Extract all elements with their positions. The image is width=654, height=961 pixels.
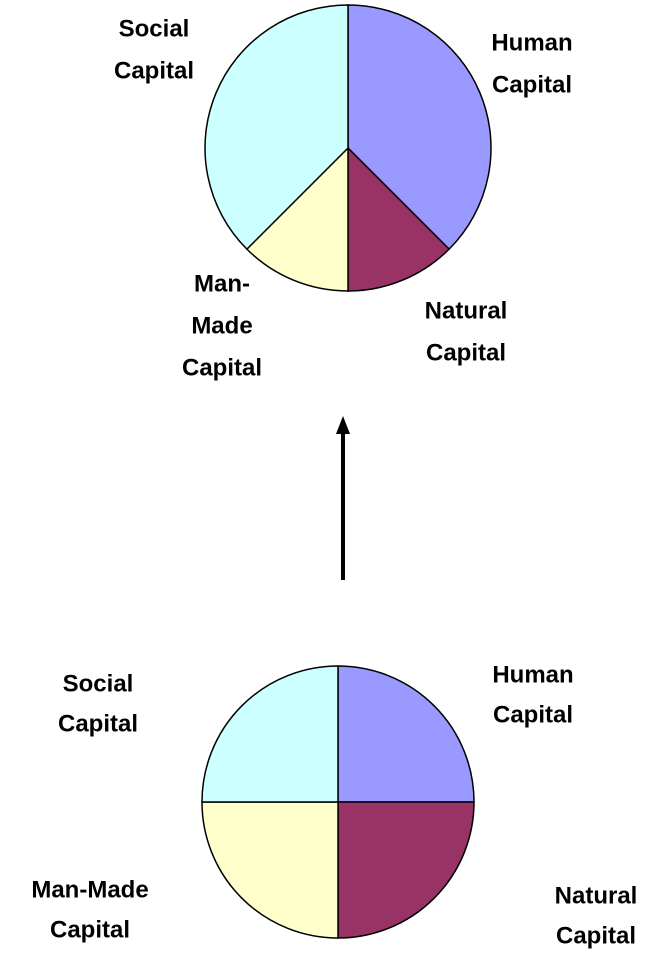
slice-label: Natural Capital [555,882,638,949]
slice-label-line: Capital [182,354,262,381]
slice-label-line: Capital [556,922,636,949]
slice-label: Human Capital [492,661,573,728]
slice-label-line: Natural [425,297,508,324]
slice-label-line: Capital [114,57,194,84]
slice-label-line: Human [492,661,573,688]
pie-slice [201,801,339,939]
slice-label-line: Capital [492,71,572,98]
pie-slice [337,801,475,939]
slice-label: Man- Made Capital [182,270,262,381]
slice-label-line: Natural [555,882,638,909]
slice-label: Human Capital [491,29,572,98]
pie-slice [245,146,349,292]
pie-slice [347,4,492,251]
slice-label: Social Capital [58,670,138,737]
slice-label-line: Man- [194,270,250,297]
pie-slice [347,146,451,292]
slice-label-line: Capital [426,339,506,366]
slice-label-line: Capital [50,916,130,943]
slice-label: Man-Made Capital [31,876,148,943]
pie-slice [204,4,349,251]
slice-label-line: Made [191,312,252,339]
arrow-head [336,416,350,434]
slice-label-line: Man-Made [31,876,148,903]
slice-label-line: Human [491,29,572,56]
slice-label-line: Capital [493,701,573,728]
pie-slice [337,665,475,803]
slice-label: Natural Capital [425,297,508,366]
slice-label-line: Social [119,15,190,42]
slice-label-line: Social [63,670,134,697]
pie-slice [201,665,339,803]
slice-label-line: Capital [58,710,138,737]
slice-label: Social Capital [114,15,194,84]
